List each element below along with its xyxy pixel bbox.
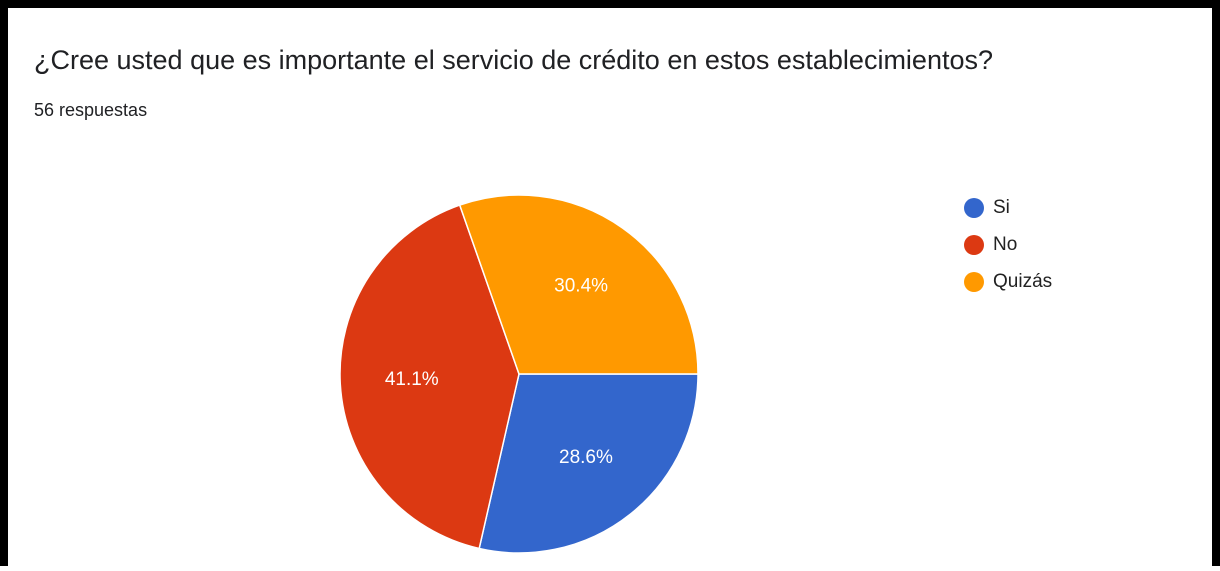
chart-subtitle: 56 respuestas	[34, 100, 147, 120]
legend-label: No	[993, 234, 1017, 255]
legend-swatch	[964, 235, 984, 255]
chart-title: ¿Cree usted que es importante el servici…	[34, 45, 993, 75]
slice-label: 28.6%	[559, 447, 613, 468]
pie-slice	[458, 194, 699, 375]
legend-label: Si	[993, 197, 1010, 218]
pie-slice	[339, 204, 520, 550]
slice-label: 30.4%	[554, 275, 608, 296]
slice-label: 41.1%	[385, 369, 439, 390]
legend-swatch	[964, 272, 984, 292]
legend-swatch	[964, 198, 984, 218]
pie-slice	[478, 373, 699, 554]
legend-label: Quizás	[993, 271, 1052, 292]
